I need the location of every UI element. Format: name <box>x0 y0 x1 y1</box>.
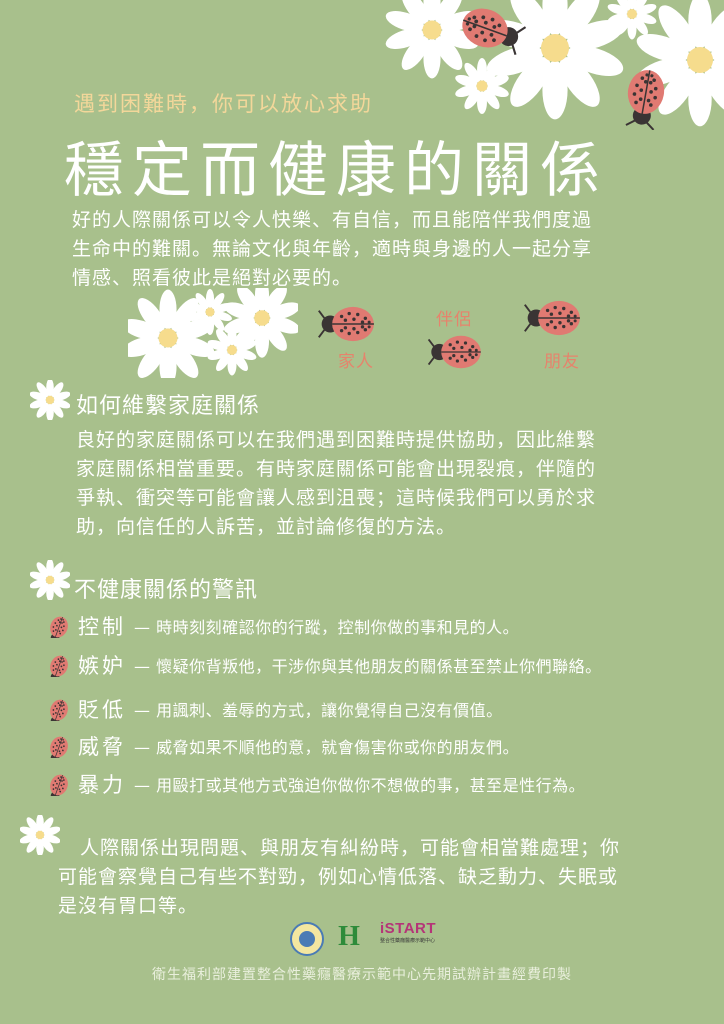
warning-item: 控制 — 時時刻刻確認你的行蹤，控制你做的事和見的人。 <box>44 611 519 641</box>
warning-term: 控制 <box>78 615 126 639</box>
warning-desc: — 懷疑你背叛他，干涉你與其他朋友的關係甚至禁止你們聯絡。 <box>134 657 602 676</box>
ladybug-bullet-icon <box>44 697 70 721</box>
family-line: 助，向信任的人訴苦，並討論修復的方法。 <box>76 516 457 538</box>
warning-desc: — 用諷刺、羞辱的方式，讓你覺得自己沒有價值。 <box>134 701 503 720</box>
warning-term: 威脅 <box>78 735 126 759</box>
family-line: 良好的家庭關係可以在我們遇到困難時提供協助，因此維繫 <box>76 429 597 451</box>
family-line: 家庭關係相當重要。有時家庭關係可能會出現裂痕，伴隨的 <box>76 458 597 480</box>
intro-line: 生命中的難關。無論文化與年齡，適時與身邊的人一起分享 <box>72 238 593 260</box>
warning-item: 威脅 — 威脅如果不順他的意，就會傷害你或你的朋友們。 <box>44 731 519 761</box>
intro-line: 好的人際關係可以令人快樂、有自信，而且能陪伴我們度過 <box>72 209 593 231</box>
middle-flower-cluster <box>128 288 298 378</box>
h-logo: H <box>338 921 360 952</box>
istart-logo-caption: 整合性藥癮醫療示範中心 <box>380 938 436 944</box>
warning-section-title: 不健康關係的警訊 <box>74 578 259 603</box>
warning-term: 嫉妒 <box>78 654 126 678</box>
ladybug-bullet-icon <box>44 734 70 758</box>
warning-term: 暴力 <box>78 773 126 797</box>
family-section-title: 如何維繫家庭關係 <box>76 394 261 419</box>
ladybug-bullet-icon <box>44 772 70 796</box>
label-friend: 朋友 <box>544 352 580 372</box>
page-title: 穩定而健康的關係 <box>64 136 608 206</box>
ladybug-icon <box>523 299 581 337</box>
daisy-bullet-icon <box>30 560 70 600</box>
label-partner: 伴侶 <box>436 310 472 330</box>
mohw-logo <box>290 922 324 956</box>
top-flower-cluster <box>383 0 724 130</box>
daisy-bullet-icon <box>20 815 60 855</box>
warning-desc: — 時時刻刻確認你的行蹤，控制你做的事和見的人。 <box>134 618 520 637</box>
warning-item: 貶低 — 用諷刺、羞辱的方式，讓你覺得自己沒有價值。 <box>44 694 503 724</box>
ladybug-bullet-icon <box>44 614 70 638</box>
closing-line: 人際關係出現問題、與朋友有糾紛時，可能會相當難處理；你 <box>80 837 621 859</box>
intro-line: 情感、照看彼此是絕對必要的。 <box>72 267 353 289</box>
daisy-bullet-icon <box>30 380 70 420</box>
page-subtitle: 遇到困難時，你可以放心求助 <box>74 92 373 116</box>
warning-desc: — 威脅如果不順他的意，就會傷害你或你的朋友們。 <box>134 738 520 757</box>
ladybug-icon <box>317 305 375 343</box>
warning-item: 嫉妒 — 懷疑你背叛他，干涉你與其他朋友的關係甚至禁止你們聯絡。 <box>44 650 602 680</box>
daisy-icon <box>483 0 627 120</box>
intro-paragraph: 好的人際關係可以令人快樂、有自信，而且能陪伴我們度過 生命中的難關。無論文化與年… <box>72 206 652 293</box>
warning-desc: — 用毆打或其他方式強迫你做你不想做的事，甚至是性行為。 <box>134 776 586 795</box>
closing-line: 可能會察覺自己有些不對勁，例如心情低落、缺乏動力、失眠或 <box>58 866 619 888</box>
istart-logo: iSTART 整合性藥癮醫療示範中心 <box>380 920 440 956</box>
family-paragraph: 良好的家庭關係可以在我們遇到困難時提供協助，因此維繫 家庭關係相當重要。有時家庭… <box>76 426 676 542</box>
label-family: 家人 <box>338 352 374 372</box>
istart-logo-text: iSTART <box>380 920 437 937</box>
ladybug-bullet-icon <box>44 653 70 677</box>
family-line: 爭執、衝突等可能會讓人感到沮喪；這時候我們可以勇於求 <box>76 487 597 509</box>
warning-term: 貶低 <box>78 698 126 722</box>
warning-item: 暴力 — 用毆打或其他方式強迫你做你不想做的事，甚至是性行為。 <box>44 769 585 799</box>
ladybug-icon <box>427 334 482 370</box>
footer-credit: 衛生福利部建置整合性藥癮醫療示範中心先期試辦計畫經費印製 <box>152 967 572 983</box>
closing-paragraph: 人際關係出現問題、與朋友有糾紛時，可能會相當難處理；你 可能會察覺自己有些不對勁… <box>58 834 698 921</box>
closing-line: 是沒有胃口等。 <box>58 895 199 917</box>
